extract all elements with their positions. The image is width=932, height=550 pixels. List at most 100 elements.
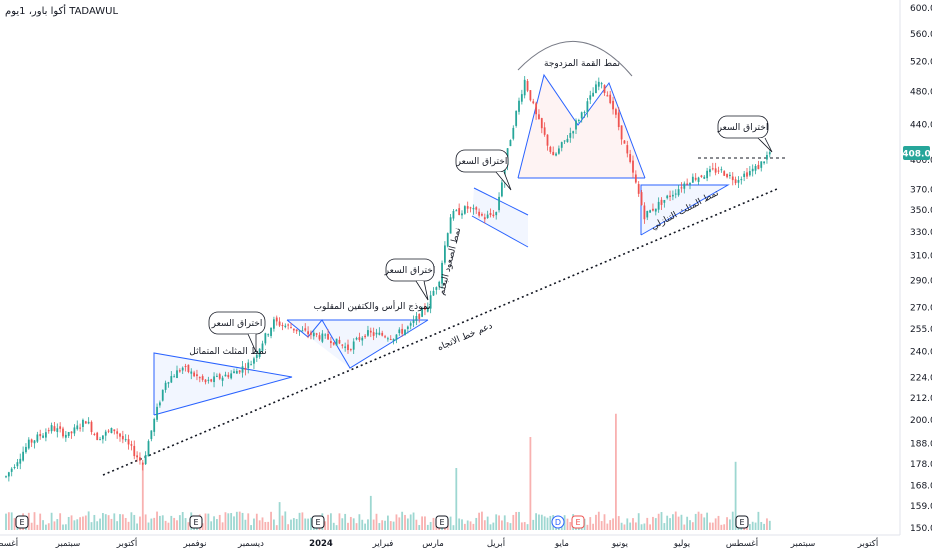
double-top-label: نمط القمة المزدوجة: [544, 59, 620, 69]
candle-body: [45, 432, 47, 438]
event-marker[interactable]: E: [311, 515, 325, 529]
volume-bar: [421, 516, 423, 530]
volume-bar: [304, 518, 307, 530]
candle-body: [569, 133, 572, 138]
event-marker[interactable]: E: [735, 515, 749, 529]
candle-body: [384, 336, 386, 338]
breakout-callout-1[interactable]: اختراق السعر: [208, 311, 266, 353]
candle-body: [261, 343, 264, 351]
volume-bar: [472, 523, 475, 530]
wedge-upper-line: [473, 187, 529, 216]
time-tick-label: سبتمبر: [790, 539, 815, 549]
candlesticks: [5, 76, 771, 482]
candle-body: [387, 338, 389, 340]
dividend-marker-icon: [551, 515, 565, 529]
price-tick-label: 440.0: [910, 120, 932, 130]
candle-body: [421, 308, 423, 317]
event-marker[interactable]: E: [189, 515, 203, 529]
volume-bar: [301, 512, 304, 530]
time-tick-label: فبراير: [372, 539, 394, 549]
volume-bar: [666, 515, 669, 530]
candle-body: [372, 332, 375, 336]
candle-body: [426, 306, 429, 312]
volume-bar: [310, 517, 312, 530]
candle-body: [181, 367, 184, 371]
event-marker[interactable]: D: [551, 515, 565, 529]
volume-bar: [130, 512, 133, 530]
volume-bar: [478, 512, 480, 530]
volume-bar: [258, 520, 261, 530]
volume-bar: [518, 511, 520, 530]
candle-body: [59, 426, 62, 429]
trendline-dotted: [102, 188, 778, 476]
candle-body: [495, 212, 498, 216]
candle-body: [73, 427, 76, 434]
candle-body: [483, 217, 486, 220]
candle-body: [429, 295, 432, 309]
candle-body: [184, 365, 187, 367]
time-axis[interactable]: أغسطس سبتمبر أكتوبر نوفمبر ديسمبر 2024 فبراير م…: [0, 537, 878, 549]
symmetric-triangle-lines: [153, 352, 293, 416]
volume-bar: [53, 521, 56, 530]
volume-bar: [90, 522, 93, 530]
candle-body: [39, 434, 42, 437]
volume-bar: [617, 516, 620, 530]
callout-pointer: [247, 333, 257, 353]
event-marker[interactable]: E: [15, 515, 29, 529]
candle-body: [632, 160, 634, 173]
event-marker[interactable]: E: [571, 515, 585, 529]
chart-title: أكوا باور، 1يوم TADAWUL: [5, 4, 118, 17]
candle-body: [22, 451, 24, 461]
volume-bar: [330, 513, 332, 530]
callout-pointer: [415, 280, 429, 301]
volume-bar: [159, 515, 161, 530]
volume-bar: [389, 521, 392, 530]
candle-body: [144, 454, 147, 465]
volume-bar: [99, 518, 101, 530]
volume-bar: [181, 512, 184, 530]
volume-bar: [615, 413, 617, 530]
volume-bar: [184, 518, 187, 530]
volume-bar: [609, 520, 612, 530]
candle-body: [159, 402, 161, 406]
candle-body: [230, 373, 233, 379]
candle-body: [82, 419, 84, 428]
volume-bar: [281, 515, 284, 530]
candle-body: [16, 462, 19, 467]
breakout-callout-3[interactable]: اختراق السعر: [455, 149, 512, 191]
price-axis[interactable]: 600.0 560.0 520.0 480.0 440.0 400.0 370.0 350.0…: [910, 4, 932, 534]
candle-body: [27, 439, 30, 449]
candle-body: [589, 95, 592, 100]
volume-bar: [204, 513, 207, 530]
event-marker-label: E: [315, 518, 320, 527]
candle-body: [361, 337, 364, 341]
volume-bar: [127, 521, 130, 530]
candle-body: [364, 335, 366, 338]
volume-bar: [392, 521, 395, 530]
candle-body: [538, 114, 540, 120]
candle-body: [535, 103, 537, 115]
candle-body: [76, 425, 79, 430]
candle-body: [637, 184, 640, 194]
candle-body: [711, 168, 714, 170]
candle-body: [409, 323, 412, 326]
volume-bar: [432, 517, 435, 530]
candle-body: [258, 348, 261, 357]
volume-bar: [535, 513, 537, 530]
volume-bar: [136, 523, 138, 530]
candle-body: [344, 346, 347, 348]
breakout-callout-4[interactable]: اختراق السعر: [717, 115, 773, 153]
event-marker[interactable]: E: [435, 515, 449, 529]
volume-bar: [734, 461, 737, 530]
volume-bar: [167, 522, 170, 530]
volume-bar: [583, 518, 586, 530]
candle-body: [461, 213, 463, 216]
breakout-callout-2[interactable]: اختراق السعر: [384, 258, 436, 301]
volume-bar: [64, 524, 67, 530]
candle-body: [466, 206, 469, 209]
volume-bar: [233, 516, 235, 530]
volume-bar: [292, 518, 295, 530]
volume-bar: [600, 521, 603, 530]
